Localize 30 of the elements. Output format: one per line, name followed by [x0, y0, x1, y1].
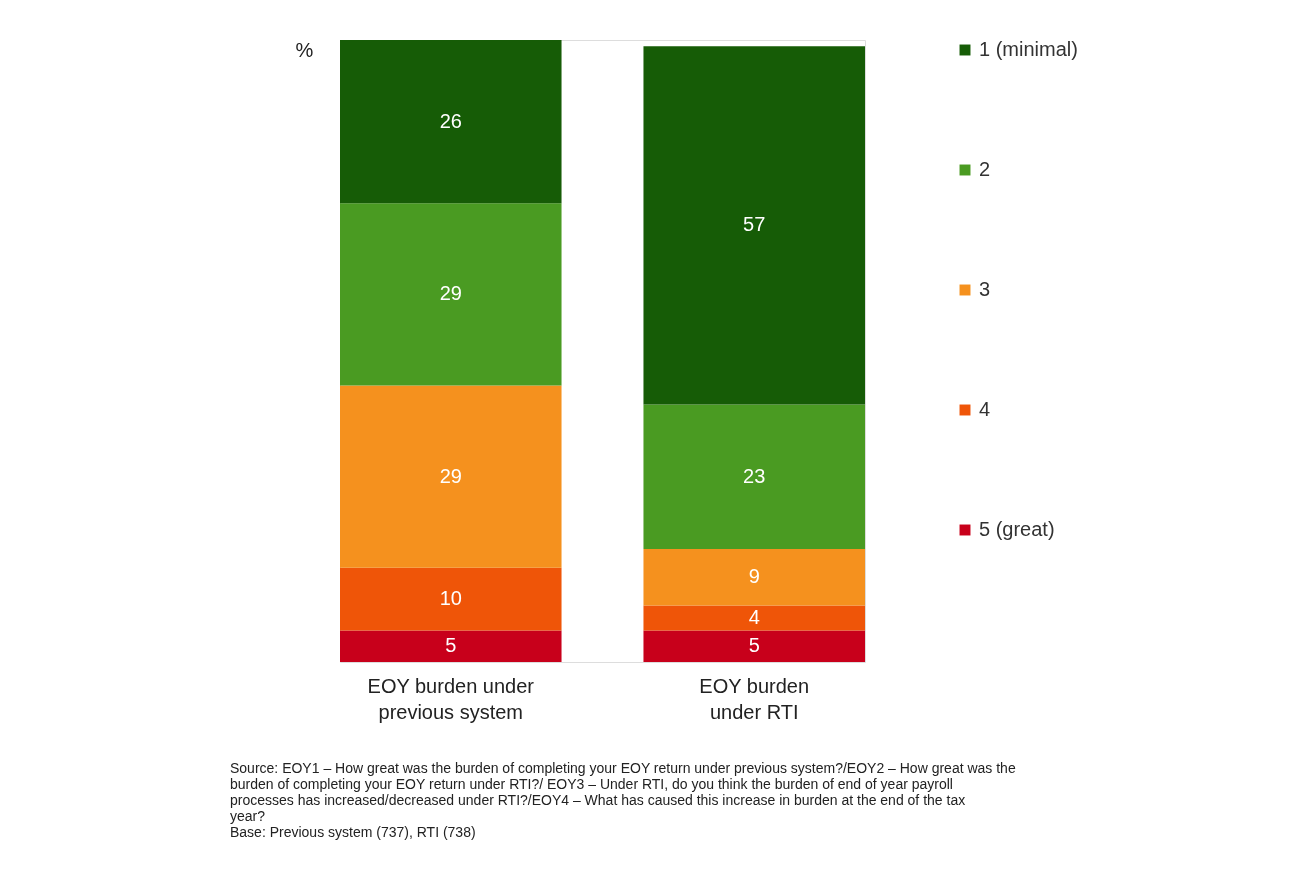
data-label: 26 — [439, 109, 462, 132]
x-tick-label: EOY burden under previous system — [367, 674, 535, 723]
source-note: Source: EOY1 – How great was the burden of completing your EOY return under previous system?/EOY2 – How great was the burden of completing your EOY return under RTI?/ EOY3 – Under RTI, do you think the burden of end of year payroll processes has increased/decreased under RTI?/EOY4 – What has caused this increase in burden at the end of the tax year? — [230, 760, 1016, 824]
text: Base: Previous system (737), RTI (738) — [230, 824, 476, 840]
bar — [643, 404, 865, 549]
bar — [340, 203, 562, 386]
legend-label: 2 — [979, 158, 991, 180]
data-label: 29 — [439, 464, 462, 487]
data-label: 23 — [743, 464, 766, 487]
legend-label: 5 (great) — [979, 518, 1055, 540]
bar — [643, 548, 865, 606]
bar — [643, 605, 865, 631]
bar — [643, 46, 865, 405]
bar — [340, 385, 562, 568]
legend-label: 1 (minimal) — [979, 38, 1078, 60]
bar — [340, 40, 562, 204]
data-label: 5 — [748, 634, 760, 657]
bar — [340, 630, 562, 662]
y-axis-title: % — [295, 38, 314, 61]
bar — [340, 567, 562, 631]
legend-label: 4 — [979, 398, 991, 420]
data-label: 4 — [748, 606, 760, 629]
legend-label: 3 — [979, 278, 991, 300]
data-label: 5 — [445, 634, 457, 657]
data-label: 57 — [743, 213, 766, 236]
data-label: 9 — [748, 565, 760, 588]
bar — [643, 630, 865, 662]
data-label: 10 — [439, 587, 462, 610]
x-tick-label: EOY burden under RTI — [699, 674, 810, 723]
data-label: 29 — [439, 282, 462, 305]
